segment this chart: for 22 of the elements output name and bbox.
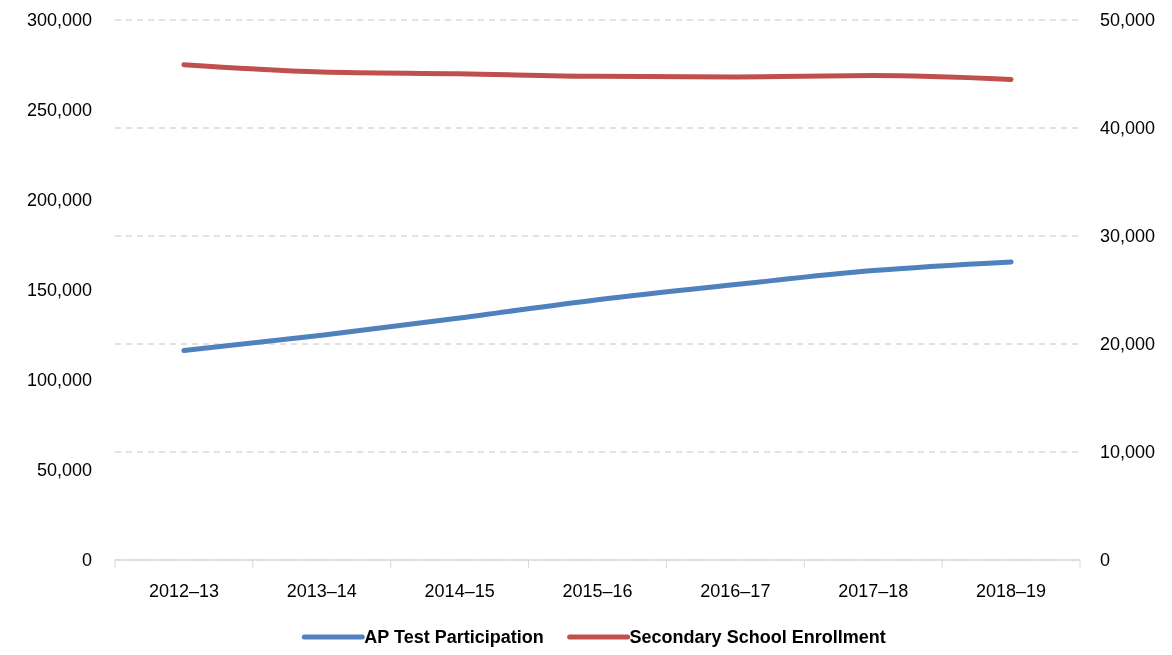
- y2-tick-label: 20,000: [1100, 334, 1156, 354]
- y2-tick-label: 0: [1100, 550, 1111, 570]
- x-tick-label: 2014–15: [424, 581, 495, 601]
- y2-tick-label: 10,000: [1100, 442, 1156, 462]
- x-tick-label: 2016–17: [700, 581, 771, 601]
- x-tick-label: 2018–19: [976, 581, 1047, 601]
- x-tick-label: 2012–13: [148, 581, 219, 601]
- y-tick-label: 150,000: [26, 280, 92, 300]
- y-tick-label: 50,000: [36, 460, 92, 480]
- y2-tick-label: 40,000: [1100, 118, 1156, 138]
- y-tick-label: 250,000: [26, 100, 92, 120]
- y-tick-label: 0: [81, 550, 92, 570]
- y2-tick-label: 30,000: [1100, 226, 1156, 246]
- y-tick-label: 200,000: [26, 190, 92, 210]
- legend-label: Secondary School Enrollment: [629, 627, 886, 647]
- x-tick-label: 2015–16: [562, 581, 633, 601]
- y-tick-label: 100,000: [26, 370, 92, 390]
- y-tick-label: 300,000: [26, 10, 92, 30]
- x-tick-label: 2017–18: [838, 581, 909, 601]
- legend-label: AP Test Participation: [364, 627, 544, 647]
- x-tick-label: 2013–14: [286, 581, 357, 601]
- y2-tick-label: 50,000: [1100, 10, 1156, 30]
